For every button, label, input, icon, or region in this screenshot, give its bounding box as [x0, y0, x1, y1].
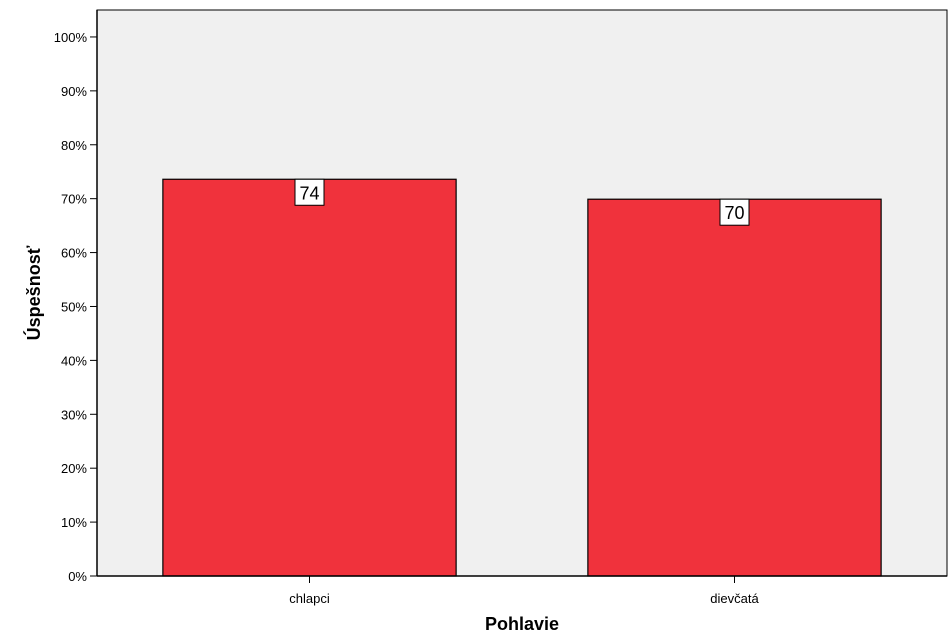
y-tick-label: 10%	[61, 515, 87, 530]
y-tick-label: 30%	[61, 407, 87, 422]
y-tick-label: 0%	[68, 569, 87, 584]
y-axis-title: Úspešnosť	[23, 245, 44, 340]
y-tick-label: 50%	[61, 299, 87, 314]
y-tick-label: 60%	[61, 246, 87, 261]
x-axis-ticks: chlapci dievčatá	[289, 576, 759, 606]
y-tick-label: 90%	[61, 84, 87, 99]
bar	[162, 178, 457, 577]
data-label: 74	[299, 183, 319, 203]
x-tick-label: dievčatá	[710, 591, 759, 606]
y-tick-label: 40%	[61, 353, 87, 368]
data-label: 70	[724, 203, 744, 223]
data-label-box	[294, 178, 325, 206]
y-tick-label: 20%	[61, 461, 87, 476]
y-axis-ticks: 0% 10% 20% 30% 40% 50% 60% 70% 80% 90% 100%	[54, 30, 97, 584]
bars: 74 70	[162, 178, 882, 577]
y-tick-label: 100%	[54, 30, 88, 45]
y-tick-label: 80%	[61, 138, 87, 153]
bar	[587, 198, 882, 577]
x-tick-label: chlapci	[289, 591, 330, 606]
x-axis-title: Pohlavie	[485, 614, 559, 634]
y-tick-label: 70%	[61, 192, 87, 207]
data-label-box	[719, 198, 750, 226]
